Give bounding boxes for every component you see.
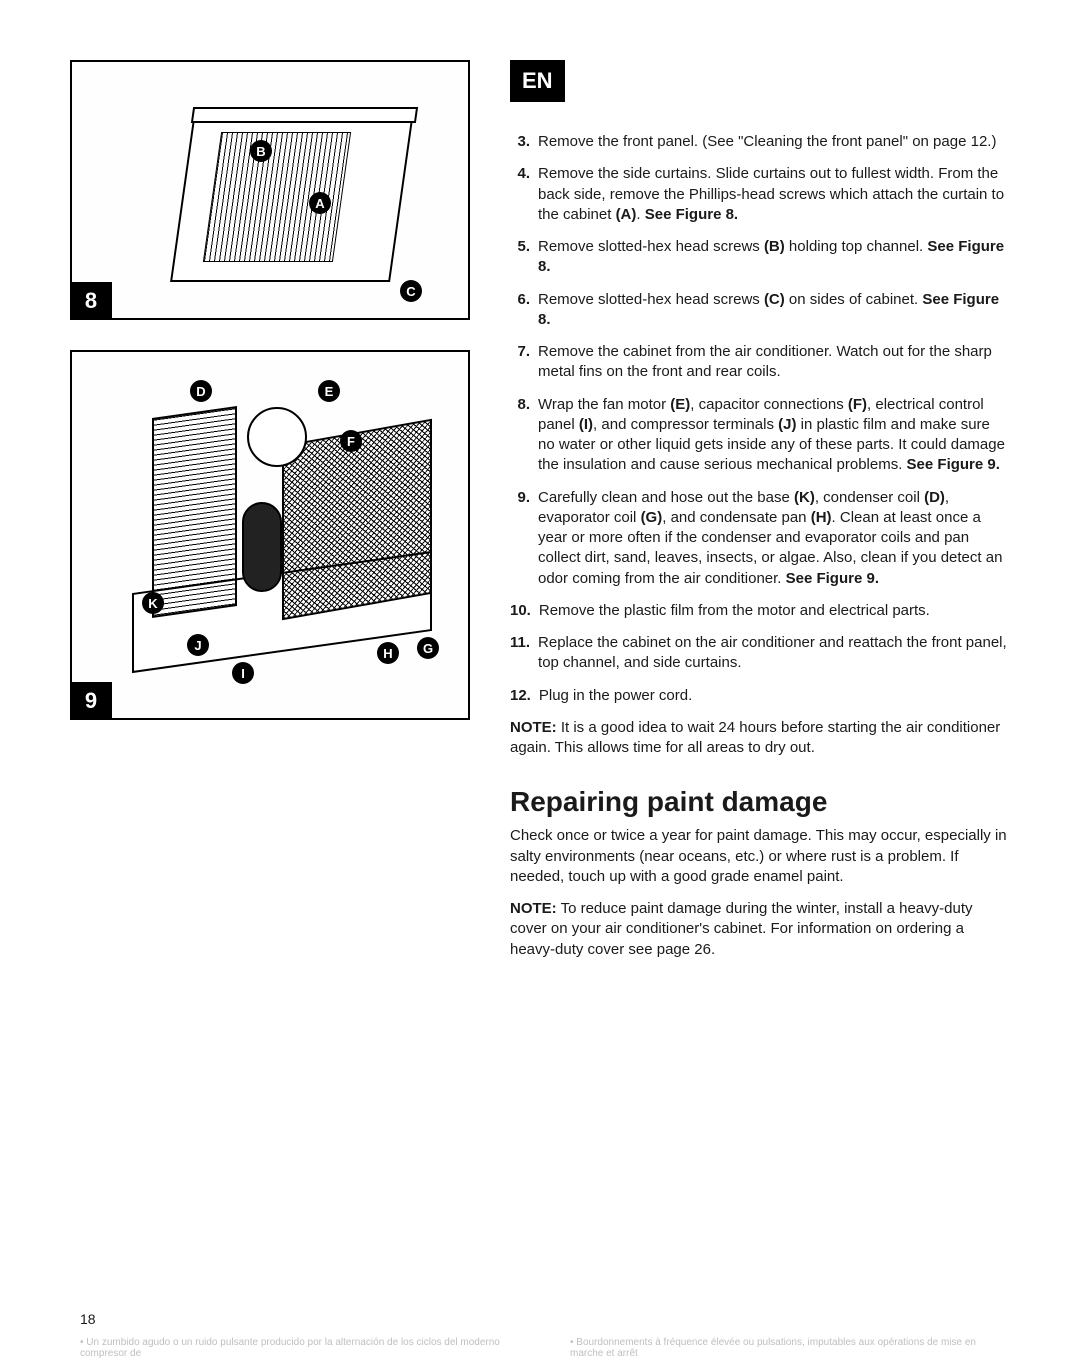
footer-right: • Bourdonnements à fréquence élevée ou p…	[570, 1337, 1000, 1359]
callout-K: K	[142, 592, 164, 614]
callout-label: F	[347, 434, 355, 449]
footer-left: • Un zumbido agudo o un ruido pulsante p…	[80, 1337, 510, 1359]
step-10: 10. Remove the plastic film from the mot…	[510, 601, 1010, 621]
callout-H: H	[377, 642, 399, 664]
figure-8: A B C 8	[70, 60, 470, 320]
callout-C: C	[400, 280, 422, 302]
step-num: 3.	[510, 132, 538, 152]
note-2: NOTE: To reduce paint damage during the …	[510, 899, 1010, 960]
step-text: Wrap the fan motor (E), capacitor connec…	[538, 395, 1010, 476]
callout-label: B	[256, 144, 265, 159]
callout-I: I	[232, 662, 254, 684]
instruction-list: 3. Remove the front panel. (See "Cleanin…	[510, 132, 1010, 706]
note-label: NOTE:	[510, 719, 557, 736]
step-3: 3. Remove the front panel. (See "Cleanin…	[510, 132, 1010, 152]
step-6: 6. Remove slotted-hex head screws (C) on…	[510, 290, 1010, 331]
step-4: 4. Remove the side curtains. Slide curta…	[510, 164, 1010, 225]
step-num: 5.	[510, 237, 538, 278]
note-text: To reduce paint damage during the winter…	[510, 900, 972, 958]
step-text: Remove the side curtains. Slide curtains…	[538, 164, 1010, 225]
step-num: 12.	[510, 686, 539, 706]
note-1: NOTE: It is a good idea to wait 24 hours…	[510, 718, 1010, 759]
callout-G: G	[417, 637, 439, 659]
callout-A: A	[309, 192, 331, 214]
step-text: Plug in the power cord.	[539, 686, 1010, 706]
callout-label: D	[196, 384, 205, 399]
callout-E: E	[318, 380, 340, 402]
callout-F: F	[340, 430, 362, 452]
step-text: Remove slotted-hex head screws (B) holdi…	[538, 237, 1010, 278]
step-11: 11. Replace the cabinet on the air condi…	[510, 633, 1010, 674]
note-label: NOTE:	[510, 900, 557, 917]
paragraph-1: Check once or twice a year for paint dam…	[510, 826, 1010, 887]
section-heading: Repairing paint damage	[510, 786, 1010, 818]
page-container: A B C 8 D E F G H I J K 9 EN	[70, 60, 1010, 972]
step-num: 11.	[510, 633, 538, 674]
step-num: 8.	[510, 395, 538, 476]
callout-label: C	[406, 284, 415, 299]
callout-label: A	[315, 196, 324, 211]
callout-label: I	[241, 666, 245, 681]
callout-label: J	[194, 638, 201, 653]
figure-number-8: 8	[70, 282, 112, 320]
step-text: Remove the cabinet from the air conditio…	[538, 342, 1010, 383]
callout-D: D	[190, 380, 212, 402]
step-num: 7.	[510, 342, 538, 383]
footer: • Un zumbido agudo o un ruido pulsante p…	[80, 1337, 1000, 1359]
page-number: 18	[80, 1311, 96, 1327]
left-column: A B C 8 D E F G H I J K 9	[70, 60, 470, 972]
figure-9: D E F G H I J K 9	[70, 350, 470, 720]
step-text: Remove the front panel. (See "Cleaning t…	[538, 132, 1010, 152]
step-text: Remove the plastic film from the motor a…	[539, 601, 1010, 621]
callout-B: B	[250, 140, 272, 162]
step-9: 9. Carefully clean and hose out the base…	[510, 488, 1010, 589]
callout-label: G	[423, 641, 433, 656]
language-badge: EN	[510, 60, 565, 102]
step-num: 9.	[510, 488, 538, 589]
step-7: 7. Remove the cabinet from the air condi…	[510, 342, 1010, 383]
callout-J: J	[187, 634, 209, 656]
step-8: 8. Wrap the fan motor (E), capacitor con…	[510, 395, 1010, 476]
step-text: Carefully clean and hose out the base (K…	[538, 488, 1010, 589]
step-num: 6.	[510, 290, 538, 331]
note-text: It is a good idea to wait 24 hours befor…	[510, 719, 1000, 756]
step-text: Remove slotted-hex head screws (C) on si…	[538, 290, 1010, 331]
step-text: Replace the cabinet on the air condition…	[538, 633, 1010, 674]
figure-number-9: 9	[70, 682, 112, 720]
callout-label: E	[325, 384, 334, 399]
callout-label: H	[383, 646, 392, 661]
step-num: 4.	[510, 164, 538, 225]
step-5: 5. Remove slotted-hex head screws (B) ho…	[510, 237, 1010, 278]
step-12: 12. Plug in the power cord.	[510, 686, 1010, 706]
callout-label: K	[148, 596, 157, 611]
step-num: 10.	[510, 601, 539, 621]
right-column: EN 3. Remove the front panel. (See "Clea…	[510, 60, 1010, 972]
